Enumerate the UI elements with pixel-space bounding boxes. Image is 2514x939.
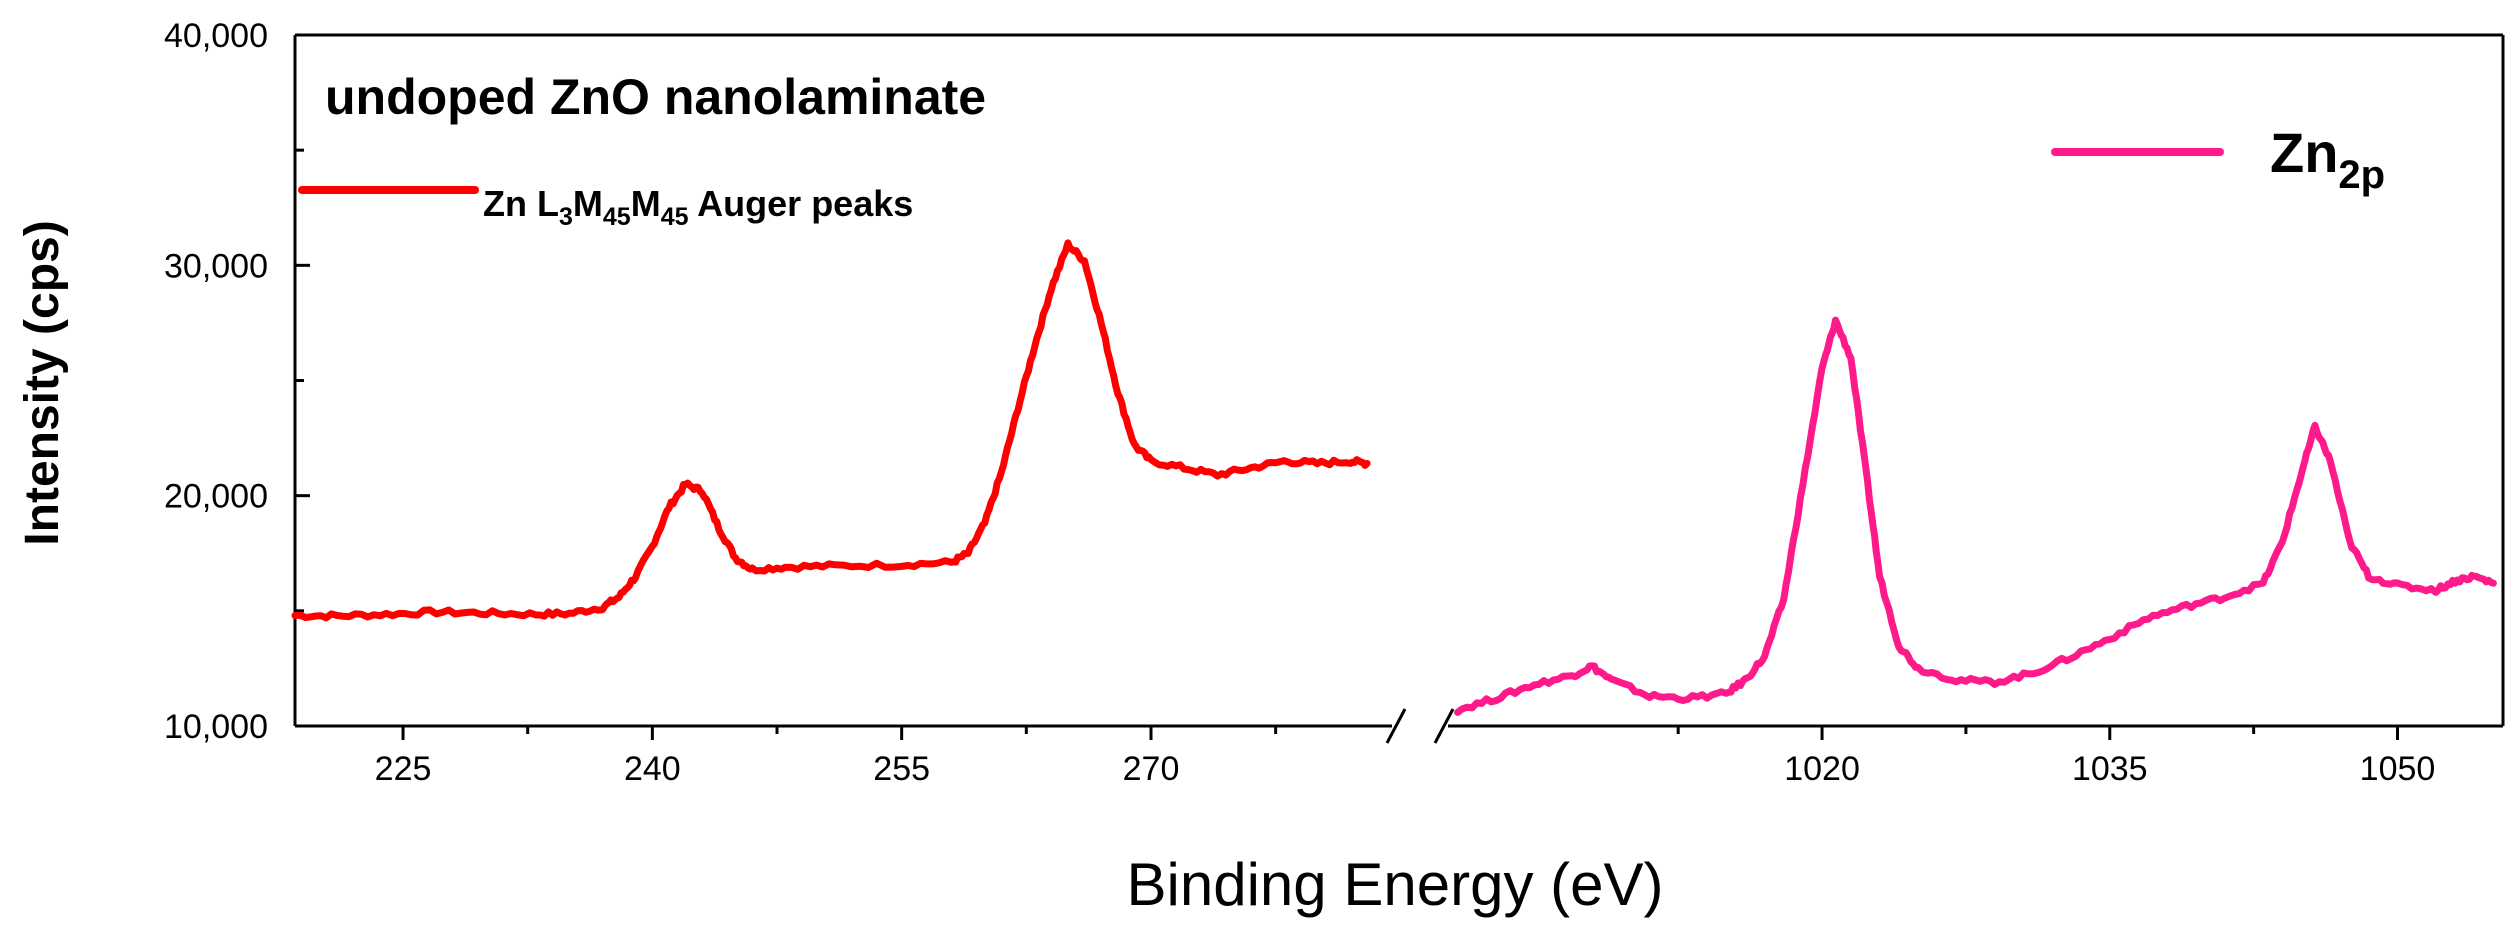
y-tick-label: 10,000 xyxy=(164,708,268,746)
y-axis-ticks: 10,000 20,000 30,000 40,000 xyxy=(164,17,310,746)
axis-break-marks xyxy=(1385,708,1455,744)
x-tick-label: 1035 xyxy=(2072,750,2148,788)
x-axis-ticks: 225 240 255 270 1020 1035 1050 xyxy=(375,726,2436,788)
axes-frame xyxy=(293,33,2505,728)
y-axis-title: Intensity (cps) xyxy=(16,220,69,545)
series-layer xyxy=(291,239,2497,716)
y-tick-label: 40,000 xyxy=(164,17,268,55)
series-line xyxy=(291,239,1371,622)
x-tick-label: 240 xyxy=(624,750,681,788)
axis-break-mark xyxy=(1433,708,1455,744)
legend-auger: Zn L3M45M45 Auger peaks xyxy=(298,183,913,231)
x-tick-label: 1050 xyxy=(2360,750,2436,788)
legend-label-zn2p: Zn2p xyxy=(2270,121,2385,197)
x-tick-label: 255 xyxy=(873,750,930,788)
legend-zn2p: Zn2p xyxy=(2051,121,2385,197)
x-tick-label: 270 xyxy=(1123,750,1180,788)
y-tick-label: 30,000 xyxy=(164,247,268,285)
series-line xyxy=(1454,316,2497,716)
chart-annotation: undoped ZnO nanolaminate xyxy=(325,69,986,125)
x-tick-label: 225 xyxy=(375,750,432,788)
x-tick-label: 1020 xyxy=(1784,750,1860,788)
axis-break-mark xyxy=(1385,708,1407,744)
y-tick-label: 20,000 xyxy=(164,478,268,516)
legend-label-auger: Zn L3M45M45 Auger peaks xyxy=(483,183,913,231)
x-axis-title: Binding Energy (eV) xyxy=(1127,851,1664,918)
